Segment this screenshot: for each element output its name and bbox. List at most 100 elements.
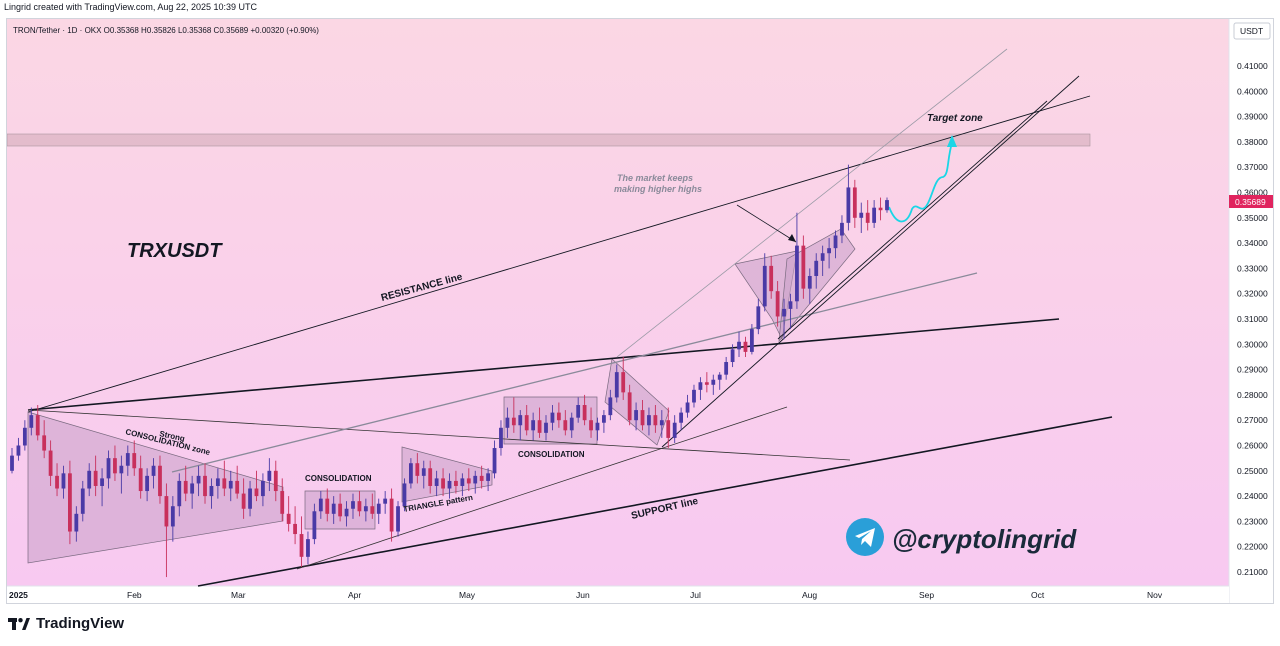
symbol-title: TRXUSDT [127,240,223,262]
candle-body-down [537,420,542,433]
candle-body-down [627,392,632,421]
candle-body-up [80,488,85,514]
candle-body-up [840,222,844,236]
candle-body-down [158,465,162,497]
candle-body-up [550,412,555,423]
candle-body-up [885,200,889,211]
candle-body-down [254,488,259,497]
candle-body-down [164,496,169,527]
candle-body-up [119,465,124,474]
candle-body-up [376,503,381,514]
price-tick-label: 0.33000 [1237,263,1268,273]
candle-body-up [74,513,79,532]
target-zone-label: Target zone [927,113,983,124]
candle-body-up [396,506,400,532]
time-tick-label: Jul [690,590,701,600]
candle-body-up [22,427,27,446]
lower-channel-line [296,406,788,570]
time-tick-label: 2025 [9,590,28,600]
price-tick-label: 0.36000 [1237,188,1268,198]
price-tick-label: 0.21000 [1237,567,1268,577]
time-tick-label: Feb [127,590,142,600]
candle-body-up [492,448,497,474]
candle-body-down [640,410,645,426]
candle-body-up [814,260,819,276]
candle-body-down [556,412,561,421]
candle-body-down [865,212,870,223]
candle-body-up [16,445,21,456]
candle-body-up [608,397,613,416]
candle-body-down [241,493,246,509]
time-axis-panel [7,586,1229,603]
candle-body-up [827,248,831,254]
candle-body-up [679,412,684,423]
candle-body-down [338,503,343,517]
annotation-arrow-head [788,234,796,242]
mid-channel-line [171,272,978,473]
chart-frame[interactable]: 0.41000 0.40000 0.39000 0.38000 0.37000 0.360… [6,18,1274,604]
candle-body-up [318,498,323,512]
candle-body-up [10,455,14,471]
candle-body-up [762,265,767,307]
last-price-tag [1229,195,1273,208]
candle-body-up [125,453,130,466]
price-tick-label: 0.40000 [1237,86,1268,96]
candle-body-down [589,420,593,431]
candle-body-up [61,473,66,489]
candle-body-up [383,498,388,504]
candle-body-up [106,458,111,479]
candle-body-down [203,475,207,497]
candle-body-down [325,498,330,514]
candle-body-down [138,468,143,492]
candle-body-down [775,291,780,317]
candle-body-up [846,187,851,223]
candle-body-up [344,508,349,517]
time-tick-label: Nov [1147,590,1163,600]
candles-group [10,164,889,578]
candle-body-up [447,480,452,489]
candle-body-down [183,480,188,494]
price-ticks: 0.41000 0.40000 0.39000 0.38000 0.37000 0.360… [1237,61,1268,577]
candle-body-up [267,470,272,481]
candle-body-down [666,420,671,438]
time-tick-label: May [459,590,476,600]
price-tick-label: 0.27000 [1237,415,1268,425]
trading-chart[interactable]: 0.41000 0.40000 0.39000 0.38000 0.37000 0.360… [7,19,1273,603]
candle-body-up [717,374,722,380]
candle-body-down [454,480,458,486]
candle-body-up [177,480,182,507]
candle-body-up [312,511,317,540]
annotation-arrow-line [736,204,797,243]
candle-body-up [576,405,581,418]
candle-body-up [634,410,638,421]
trend-lines [27,48,1113,587]
candle-body-down [511,417,516,426]
consolidation-label-1: CONSOLIDATION [305,474,372,483]
time-tick-label: Jun [576,590,590,600]
candle-body-down [653,415,658,426]
candle-body-down [415,463,420,476]
price-axis-panel [1229,19,1273,603]
candle-body-up [228,480,233,489]
higher-highs-label-1: The market keeps [617,173,693,183]
currency-selector[interactable] [1233,22,1271,40]
candle-body-up [151,465,156,476]
candle-body-down [273,470,278,492]
candle-body-up [595,422,600,431]
price-tick-label: 0.23000 [1237,516,1268,526]
candle-body-up [833,235,838,249]
candle-body-down [235,480,240,494]
tradingview-icon [8,617,30,630]
candle-body-up [190,483,195,494]
candle-body-down [878,207,883,211]
candle-body-down [801,245,806,289]
candle-body-up [351,501,355,509]
candle-body-down [479,475,484,481]
tradingview-logo[interactable]: TradingView [8,615,124,632]
price-tick-label: 0.29000 [1237,365,1268,375]
resistance-line [27,95,1091,413]
candle-body-up [486,473,491,481]
time-tick-label: Aug [802,590,817,600]
candle-body-up [215,478,220,486]
consolidation-box-2 [503,396,598,445]
